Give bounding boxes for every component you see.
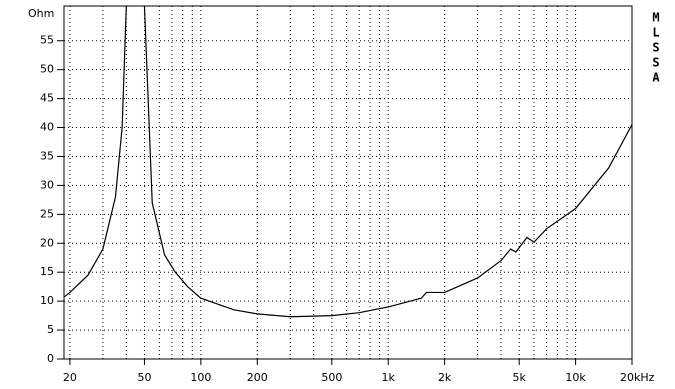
y-tick-label: 5 bbox=[47, 323, 54, 336]
x-tick-label: 10k bbox=[565, 371, 586, 384]
x-tick-label: 50 bbox=[137, 371, 151, 384]
y-tick-label: 45 bbox=[40, 92, 54, 105]
x-tick-label: 200 bbox=[247, 371, 268, 384]
side-label: A bbox=[652, 71, 660, 85]
y-tick-label: 20 bbox=[40, 236, 54, 249]
y-tick-label: 10 bbox=[40, 294, 54, 307]
side-label: L bbox=[652, 26, 659, 40]
impedance-line bbox=[64, 6, 632, 318]
y-tick-label: 25 bbox=[40, 207, 54, 220]
side-label: S bbox=[652, 56, 659, 70]
x-tick-label: 5k bbox=[513, 371, 527, 384]
y-tick-label: 50 bbox=[40, 63, 54, 76]
plot-area bbox=[64, 6, 632, 318]
y-tick-label: 35 bbox=[40, 149, 54, 162]
x-tick-label: 500 bbox=[321, 371, 342, 384]
x-tick-label: 100 bbox=[190, 371, 211, 384]
y-tick-label: 30 bbox=[40, 178, 54, 191]
x-tick-label: 1k bbox=[382, 371, 396, 384]
x-tick-label: 20kHz bbox=[620, 371, 655, 384]
x-tick-label: 2k bbox=[438, 371, 452, 384]
y-tick-label: 15 bbox=[40, 265, 54, 278]
y-tick-label: 0 bbox=[47, 352, 54, 365]
side-label: M bbox=[652, 11, 659, 25]
y-tick-label: 40 bbox=[40, 121, 54, 134]
y-tick-label: 55 bbox=[40, 34, 54, 47]
x-tick-label: 20 bbox=[63, 371, 77, 384]
plot-frame bbox=[63, 5, 633, 360]
y-axis-label: Ohm bbox=[28, 7, 54, 20]
side-label: S bbox=[652, 41, 659, 55]
